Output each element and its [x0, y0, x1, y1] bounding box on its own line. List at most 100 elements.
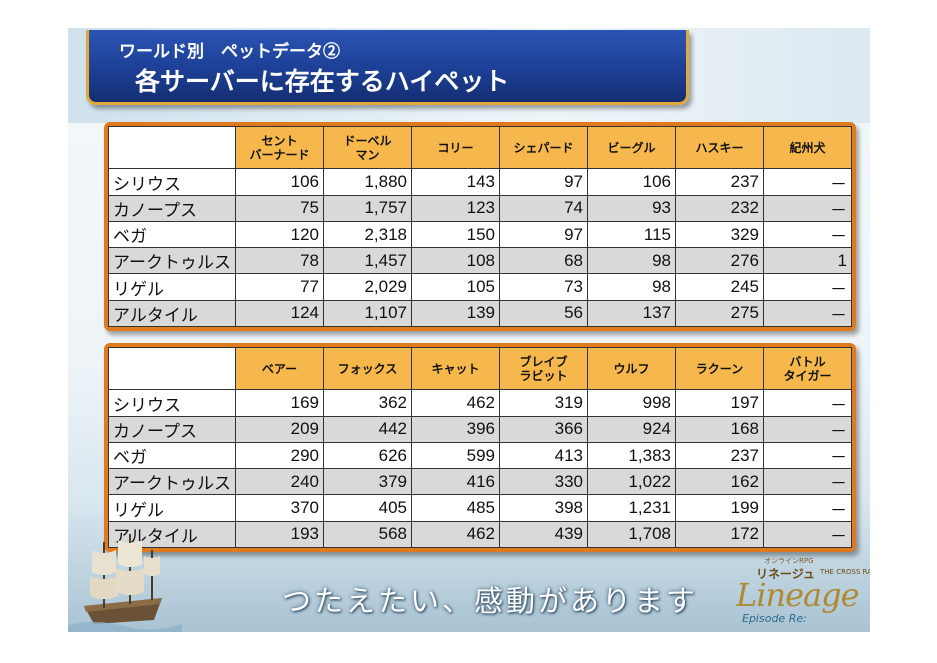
- pet-count-cell: 172: [675, 520, 764, 549]
- table-row: シリウス 106 1,880 143 97 106 237 －: [108, 168, 852, 196]
- slide-title: 各サーバーに存在するハイペット: [135, 68, 510, 96]
- table-header-row: セント バーナード ドーベル マン コリー シェパード ビーグル ハスキー 紀州犬: [108, 125, 852, 170]
- pet-count-cell: 462: [411, 520, 500, 549]
- table-row: アークトゥルス 240 379 416 330 1,022 162 －: [108, 468, 852, 496]
- server-name-cell: シリウス: [108, 168, 236, 196]
- pet-table-dogs: セント バーナード ドーベル マン コリー シェパード ビーグル ハスキー 紀州犬シリウス 106…: [104, 122, 856, 331]
- pet-count-cell: 276: [675, 247, 764, 275]
- pet-count-cell: 1,022: [587, 468, 676, 496]
- column-header-line: タイガー: [783, 368, 832, 383]
- server-name-cell: アークトゥルス: [108, 247, 236, 275]
- server-name-cell: カノープス: [108, 415, 236, 443]
- column-header: セント バーナード: [235, 125, 324, 170]
- column-header: ラクーン: [675, 346, 764, 391]
- server-name-cell: シリウス: [108, 389, 236, 417]
- column-header-line: ラビット: [519, 368, 568, 383]
- pet-count-cell: －: [763, 220, 852, 249]
- pet-count-cell: 370: [235, 494, 324, 522]
- pet-count-cell: 237: [675, 168, 764, 196]
- column-header-line: 紀州犬: [789, 140, 826, 155]
- server-name-cell: カノープス: [108, 194, 236, 222]
- column-header: ビーグル: [587, 125, 676, 170]
- logo-kana-text: リネージュ: [756, 567, 815, 581]
- column-header: シェパード: [499, 125, 588, 170]
- pet-count-cell: 237: [675, 441, 764, 470]
- pet-count-cell: 209: [235, 415, 324, 443]
- slogan-caption: つたえたい、感動があります: [282, 584, 699, 618]
- column-header-line: キャット: [431, 361, 480, 376]
- table-row: ベガ 290 626 599 413 1,383 237 －: [108, 441, 852, 470]
- pet-count-cell: －: [763, 415, 852, 443]
- pet-count-cell: 97: [499, 168, 588, 196]
- pet-count-cell: 168: [675, 415, 764, 443]
- pet-count-cell: 74: [499, 194, 588, 222]
- column-header-line: コリー: [437, 140, 474, 155]
- pet-count-cell: －: [763, 168, 852, 196]
- slide: ワールド別 ペットデータ② 各サーバーに存在するハイペット セント バーナード ドー…: [68, 28, 870, 632]
- column-header-line: ハスキー: [695, 140, 744, 155]
- title-banner: ワールド別 ペットデータ② 各サーバーに存在するハイペット: [86, 30, 689, 105]
- header-corner-cell: [108, 125, 236, 170]
- column-header-line: セント: [261, 133, 298, 148]
- column-header-line: バーナード: [249, 147, 310, 162]
- pet-count-cell: 77: [235, 273, 324, 301]
- pet-count-cell: 2,029: [323, 273, 412, 301]
- pet-count-cell: 1,457: [323, 247, 412, 275]
- server-name-cell: リゲル: [108, 494, 236, 522]
- pet-count-cell: 442: [323, 415, 412, 443]
- pet-table-animals: ベアー フォックス キャット ブレイブ ラビット ウルフ ラクーン バトル タイガー シリウス 16…: [104, 343, 856, 552]
- pet-count-cell: 78: [235, 247, 324, 275]
- pet-count-cell: 362: [323, 389, 412, 417]
- column-header: キャット: [411, 346, 500, 391]
- pet-count-cell: 366: [499, 415, 588, 443]
- pet-count-cell: 599: [411, 441, 500, 470]
- pet-count-cell: 998: [587, 389, 676, 417]
- pet-count-cell: 1,708: [587, 520, 676, 549]
- pet-count-cell: 413: [499, 441, 588, 470]
- column-header: ドーベル マン: [323, 125, 412, 170]
- table-row: アルタイル 124 1,107 139 56 137 275 －: [108, 299, 852, 328]
- pet-count-cell: 193: [235, 520, 324, 549]
- logo-episode: Episode Re:: [742, 612, 807, 625]
- pet-count-cell: 1,757: [323, 194, 412, 222]
- column-header: フォックス: [323, 346, 412, 391]
- column-header: ウルフ: [587, 346, 676, 391]
- table-row: シリウス 169 362 462 319 998 197 －: [108, 389, 852, 417]
- pet-count-cell: 398: [499, 494, 588, 522]
- column-header-line: ウルフ: [613, 361, 650, 376]
- pet-count-cell: 1: [763, 247, 852, 275]
- server-name-cell: ベガ: [108, 220, 236, 249]
- pet-count-cell: 245: [675, 273, 764, 301]
- pet-count-cell: 396: [411, 415, 500, 443]
- column-header-line: シェパード: [513, 140, 574, 155]
- pet-count-cell: －: [763, 194, 852, 222]
- server-name-cell: アークトゥルス: [108, 468, 236, 496]
- logo-ruby-text: オンラインRPG: [764, 557, 814, 565]
- pet-count-cell: 143: [411, 168, 500, 196]
- column-header: 紀州犬: [763, 125, 852, 170]
- table-row: カノープス 209 442 396 366 924 168 －: [108, 415, 852, 443]
- column-header-line: ラクーン: [695, 361, 744, 376]
- pet-count-cell: 319: [499, 389, 588, 417]
- pet-count-cell: 124: [235, 299, 324, 328]
- column-header: コリー: [411, 125, 500, 170]
- column-header-line: バトル: [789, 354, 826, 369]
- column-header-line: ベアー: [261, 361, 298, 376]
- pet-count-cell: 97: [499, 220, 588, 249]
- pet-count-cell: 98: [587, 247, 676, 275]
- pet-count-cell: 93: [587, 194, 676, 222]
- pet-count-cell: －: [763, 520, 852, 549]
- table-row: ベガ 120 2,318 150 97 115 329 －: [108, 220, 852, 249]
- pet-count-cell: －: [763, 389, 852, 417]
- pet-count-cell: 275: [675, 299, 764, 328]
- pet-count-cell: 75: [235, 194, 324, 222]
- server-name-cell: リゲル: [108, 273, 236, 301]
- pet-count-cell: 2,318: [323, 220, 412, 249]
- pet-count-cell: 139: [411, 299, 500, 328]
- pet-count-cell: 330: [499, 468, 588, 496]
- pet-count-cell: 169: [235, 389, 324, 417]
- pet-count-cell: 137: [587, 299, 676, 328]
- pet-count-cell: 462: [411, 389, 500, 417]
- pet-count-cell: 485: [411, 494, 500, 522]
- pet-count-cell: 108: [411, 247, 500, 275]
